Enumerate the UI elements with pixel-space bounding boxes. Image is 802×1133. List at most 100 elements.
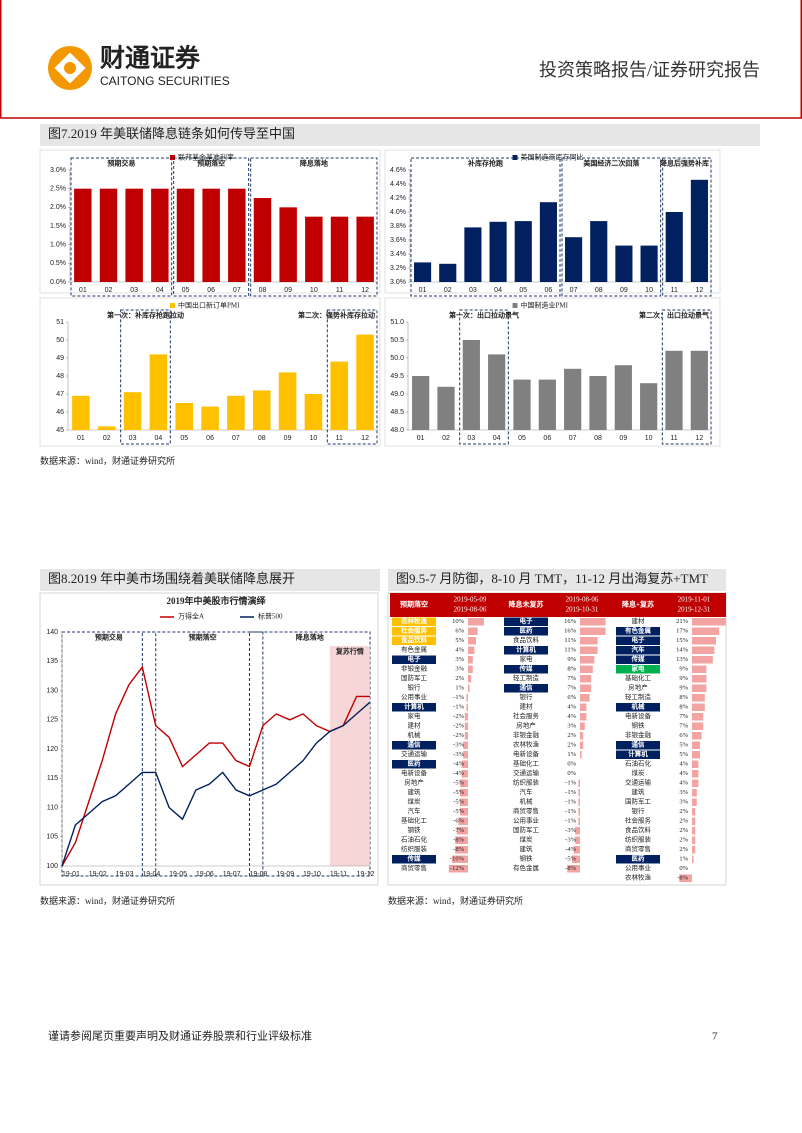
- chart-frame: [39, 297, 381, 447]
- x-tick-label: 08: [594, 435, 602, 442]
- y-tick-label: 110: [47, 804, 58, 811]
- report-type: 投资策略报告/证券研究报告: [539, 60, 760, 80]
- value-bar: [448, 865, 468, 873]
- value-label: -5%: [453, 799, 464, 806]
- x-tick-label: 19-08: [249, 871, 267, 878]
- industry-name: 计算机: [628, 749, 648, 758]
- value-label: 2%: [679, 818, 688, 825]
- x-tick-label: 05: [519, 287, 527, 294]
- annotation: 降息落地: [296, 633, 324, 642]
- industry-name: 交通运输: [625, 778, 652, 787]
- industry-name: 通信: [520, 683, 534, 692]
- bar: [330, 361, 349, 430]
- x-tick-label: 05: [182, 287, 190, 294]
- value-label: 7%: [567, 685, 576, 692]
- value-label: 1%: [567, 751, 576, 758]
- footer-disclaimer: 谨请参阅尾页重要声明及财通证券股票和行业评级标准: [48, 1029, 312, 1043]
- highlight-cell: [616, 646, 660, 655]
- value-label: 8%: [679, 694, 688, 701]
- industry-name: 钢铁: [408, 825, 422, 834]
- highlight-cell: [504, 665, 548, 674]
- value-bar: [578, 789, 580, 797]
- y-tick-label: 48.0: [390, 427, 404, 434]
- value-label: -12%: [450, 865, 465, 872]
- table-date: 2019-12-31: [678, 606, 711, 614]
- x-tick-label: 12: [695, 435, 703, 442]
- industry-name: 医药: [408, 759, 422, 768]
- value-bar: [692, 760, 699, 768]
- line-series: [61, 665, 370, 867]
- x-tick-label: 09: [284, 435, 292, 442]
- x-tick-label: 01: [77, 435, 85, 442]
- industry-name: 公用事业: [513, 816, 540, 825]
- annotation-box: [120, 309, 171, 445]
- value-bar: [461, 760, 468, 768]
- x-tick-label: 11: [670, 435, 677, 442]
- value-label: 6%: [567, 694, 576, 701]
- value-bar: [692, 656, 713, 664]
- value-bar: [578, 798, 580, 806]
- value-bar: [692, 789, 697, 797]
- legend-label: 美国制造商库存同比: [521, 153, 584, 162]
- legend-swatch: [512, 155, 518, 160]
- x-tick-label: 01: [79, 287, 87, 294]
- value-bar: [692, 855, 694, 863]
- bar: [538, 379, 556, 430]
- highlight-cell: [392, 655, 436, 664]
- value-bar: [580, 732, 584, 740]
- value-bar: [580, 637, 598, 645]
- value-bar: [692, 627, 720, 635]
- industry-name: 商贸零售: [401, 863, 427, 872]
- value-bar: [458, 817, 468, 825]
- industry-name: 电新设备: [513, 749, 540, 758]
- highlight-cell: [392, 855, 436, 864]
- annotation: 预期交易: [107, 159, 135, 168]
- industry-name: 医药: [520, 626, 534, 635]
- x-tick-label: 19-11: [330, 871, 347, 878]
- line-series: [61, 701, 371, 867]
- value-label: -5%: [453, 789, 464, 796]
- x-tick-label: 02: [103, 435, 111, 442]
- x-tick-label: 06: [545, 287, 553, 294]
- value-label: -4%: [453, 770, 464, 777]
- x-tick-label: 10: [645, 435, 653, 442]
- table-date: 2019-11-01: [678, 596, 711, 604]
- bar: [590, 221, 608, 282]
- value-label: -7%: [453, 827, 464, 834]
- industry-name: 交通运输: [513, 768, 540, 777]
- highlight-cell: [616, 741, 660, 750]
- page-number: 7: [712, 1031, 718, 1043]
- value-bar: [464, 722, 468, 730]
- y-tick-label: 51: [56, 319, 64, 326]
- value-bar: [460, 779, 468, 787]
- value-bar: [572, 855, 580, 863]
- table-date: 2019-10-31: [566, 606, 599, 614]
- industry-name: 银行: [632, 806, 646, 815]
- value-label: 3%: [455, 666, 464, 673]
- bar: [437, 386, 455, 430]
- annotation: 降息落地: [300, 159, 328, 168]
- value-label: 5%: [679, 751, 688, 758]
- value-label: -10%: [450, 856, 465, 863]
- value-label: 0%: [567, 761, 576, 768]
- bar: [589, 376, 607, 430]
- industry-name: 通信: [408, 740, 422, 749]
- value-bar: [692, 703, 705, 711]
- x-tick-label: 08: [258, 435, 266, 442]
- value-label: 5%: [455, 637, 464, 644]
- value-bar: [573, 846, 580, 854]
- y-tick-label: 50: [56, 337, 64, 344]
- bar: [464, 227, 482, 282]
- legend-label: 万得全A: [178, 612, 204, 621]
- bar: [615, 245, 633, 282]
- value-bar: [468, 656, 473, 664]
- y-tick-label: 130: [46, 687, 58, 694]
- value-bar: [575, 836, 580, 844]
- bar: [252, 390, 271, 430]
- annotation: 预期落空: [189, 633, 217, 642]
- value-label: 4%: [567, 704, 576, 711]
- industry-name: 基础化工: [625, 673, 652, 682]
- x-tick-label: 07: [570, 287, 578, 294]
- bar: [202, 188, 220, 282]
